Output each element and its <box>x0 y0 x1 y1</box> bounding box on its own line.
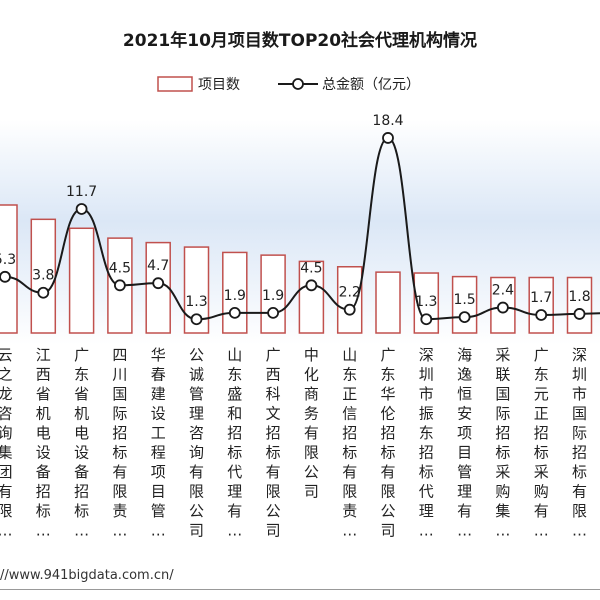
line-point <box>75 203 88 215</box>
source-text: //www.941bigdata.com.cn/ <box>0 568 174 583</box>
line-point <box>37 286 50 299</box>
data-label: 1.7 <box>530 290 552 306</box>
category-labels: 云之龙咨询集团有限… 江西省机电设备招标… 广东省机电设备招标… 四川国际招标有限责…… <box>0 346 587 540</box>
category-label: 海逸恒安项目管理有… <box>457 346 472 540</box>
data-label: 3.8 <box>32 268 54 284</box>
category-label: 云之龙咨询集团有限… <box>0 346 13 540</box>
data-label: 4.7 <box>147 258 169 274</box>
data-label: 1.9 <box>224 288 246 304</box>
line-point <box>190 313 203 326</box>
line-point <box>305 279 318 292</box>
data-label: 18.4 <box>372 113 403 129</box>
category-label: 四川国际招标有限责… <box>112 346 127 540</box>
chart-title: 2021年10月项目数TOP20社会代理机构情况 <box>123 30 477 51</box>
category-label: 广西科文招标有限公司 <box>266 346 281 540</box>
data-label: 4.5 <box>300 260 322 276</box>
bar <box>260 254 286 334</box>
data-label: 11.7 <box>66 184 97 200</box>
line-series <box>0 132 600 326</box>
data-label: 1.8 <box>568 289 590 305</box>
category-label: 广东省机电设备招标… <box>74 346 89 540</box>
data-label: 1.3 <box>415 294 437 310</box>
line-point <box>0 270 11 283</box>
line-point <box>573 308 586 320</box>
line-point <box>343 303 356 316</box>
data-label: 4.5 <box>109 260 131 276</box>
bar <box>528 276 554 334</box>
legend-line-marker <box>292 78 304 90</box>
category-label: 广东华伦招标有限公司 <box>380 346 395 540</box>
legend-line-label: 总金额（亿元） <box>322 77 420 93</box>
category-label: 山东正信招标有限责… <box>342 346 357 540</box>
bottom-rule <box>0 589 600 590</box>
line-point <box>382 132 394 144</box>
legend-bar-label: 项目数 <box>198 77 240 93</box>
data-label: 5.3 <box>0 252 16 268</box>
line-point <box>114 279 126 292</box>
line-point <box>535 309 548 321</box>
legend-bar-swatch <box>157 76 193 92</box>
bar <box>298 260 325 334</box>
category-label: 深圳市振东招标代理… <box>419 346 434 540</box>
line-point <box>152 277 165 290</box>
bar <box>451 275 478 334</box>
category-label: 广东元正招标采购有… <box>534 346 549 540</box>
category-label: 山东盛和招标代理有… <box>227 346 242 540</box>
category-label: 深圳市国际招标有限… <box>572 346 587 540</box>
data-label: 1.5 <box>453 292 475 308</box>
bar <box>222 251 248 334</box>
line-point <box>458 311 471 324</box>
line-point <box>420 313 433 326</box>
line-point <box>496 301 509 314</box>
legend: 项目数 总金额（亿元） <box>157 76 420 93</box>
bar <box>68 227 95 334</box>
data-label: 2.2 <box>339 285 361 301</box>
category-label: 华春建设工程项目管… <box>151 346 166 540</box>
bar <box>0 204 18 334</box>
category-label: 采联国际招标采购集… <box>495 346 510 540</box>
category-label: 江西省机电设备招标… <box>36 346 51 540</box>
category-label: 中化商务有限公司 <box>304 346 319 501</box>
category-label: 公诚管理咨询有限公司 <box>189 346 204 540</box>
data-label: 1.3 <box>185 294 207 310</box>
data-label: 1.9 <box>262 288 284 304</box>
line-point <box>267 306 280 319</box>
line-point <box>228 306 241 319</box>
data-labels: 5.3 3.8 11.7 4.5 4.7 1.3 1.9 1.9 4.5 2.2 18.4 1.3 1.… <box>0 113 591 310</box>
bar <box>375 271 401 334</box>
data-label: 2.4 <box>492 283 514 299</box>
bar <box>566 276 593 334</box>
